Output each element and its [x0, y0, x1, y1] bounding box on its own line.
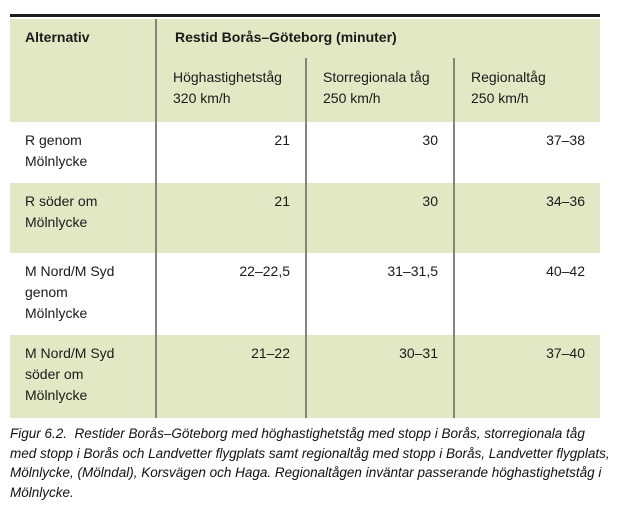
column-header-line: Höghastighetståg: [173, 69, 282, 85]
cell-value: 21: [155, 183, 305, 253]
cell-value: 40–42: [453, 253, 600, 335]
row-label-line: R söder om: [25, 193, 98, 209]
column-header-storregionala: Storregionala tåg 250 km/h: [305, 58, 453, 122]
cell-value: 21: [155, 122, 305, 183]
column-header-hoghastighetstag: Höghastighetståg 320 km/h: [155, 58, 305, 122]
cell-value: 37–38: [453, 122, 600, 183]
column-header-line: 250 km/h: [323, 90, 381, 106]
column-header-line: Regionaltåg: [471, 69, 546, 85]
cell-value: 21–22: [155, 335, 305, 418]
header-spacer-cell: [10, 58, 155, 122]
table-top-rule: [10, 14, 600, 17]
row-label-line: Mölnlycke: [25, 214, 88, 230]
column-header-alternativ: Alternativ: [10, 19, 155, 58]
cell-value: 30: [305, 122, 453, 183]
row-label-r-genom: R genom Mölnlycke: [10, 122, 155, 183]
table-grid: Alternativ Restid Borås–Göteborg (minute…: [10, 19, 600, 418]
row-label-line: Mölnlycke: [25, 387, 88, 403]
cell-value: 30: [305, 183, 453, 253]
row-label-line: M Nord/M Syd: [25, 345, 115, 361]
cell-value: 34–36: [453, 183, 600, 253]
column-header-line: 250 km/h: [471, 90, 529, 106]
row-label-line: Mölnlycke: [25, 153, 88, 169]
cell-value: 22–22,5: [155, 253, 305, 335]
row-label-line: R genom: [25, 132, 82, 148]
column-header-regionaltag: Regionaltåg 250 km/h: [453, 58, 600, 122]
group-header-restid: Restid Borås–Göteborg (minuter): [155, 19, 600, 58]
column-header-line: 320 km/h: [173, 90, 231, 106]
row-label-m-nord-syd-soder-om: M Nord/M Syd söder om Mölnlycke: [10, 335, 155, 418]
row-label-line: M Nord/M Syd: [25, 263, 115, 279]
column-header-line: Storregionala tåg: [323, 69, 430, 85]
row-label-line: Mölnlycke: [25, 305, 88, 321]
travel-time-table: Alternativ Restid Borås–Göteborg (minute…: [10, 14, 600, 418]
row-label-r-soder-om: R söder om Mölnlycke: [10, 183, 155, 253]
row-label-line: genom: [25, 284, 68, 300]
cell-value: 30–31: [305, 335, 453, 418]
row-label-m-nord-syd-genom: M Nord/M Syd genom Mölnlycke: [10, 253, 155, 335]
row-label-line: söder om: [25, 366, 84, 382]
figure-caption: Figur 6.2. Restider Borås–Göteborg med h…: [10, 426, 614, 500]
cell-value: 37–40: [453, 335, 600, 418]
cell-value: 31–31,5: [305, 253, 453, 335]
